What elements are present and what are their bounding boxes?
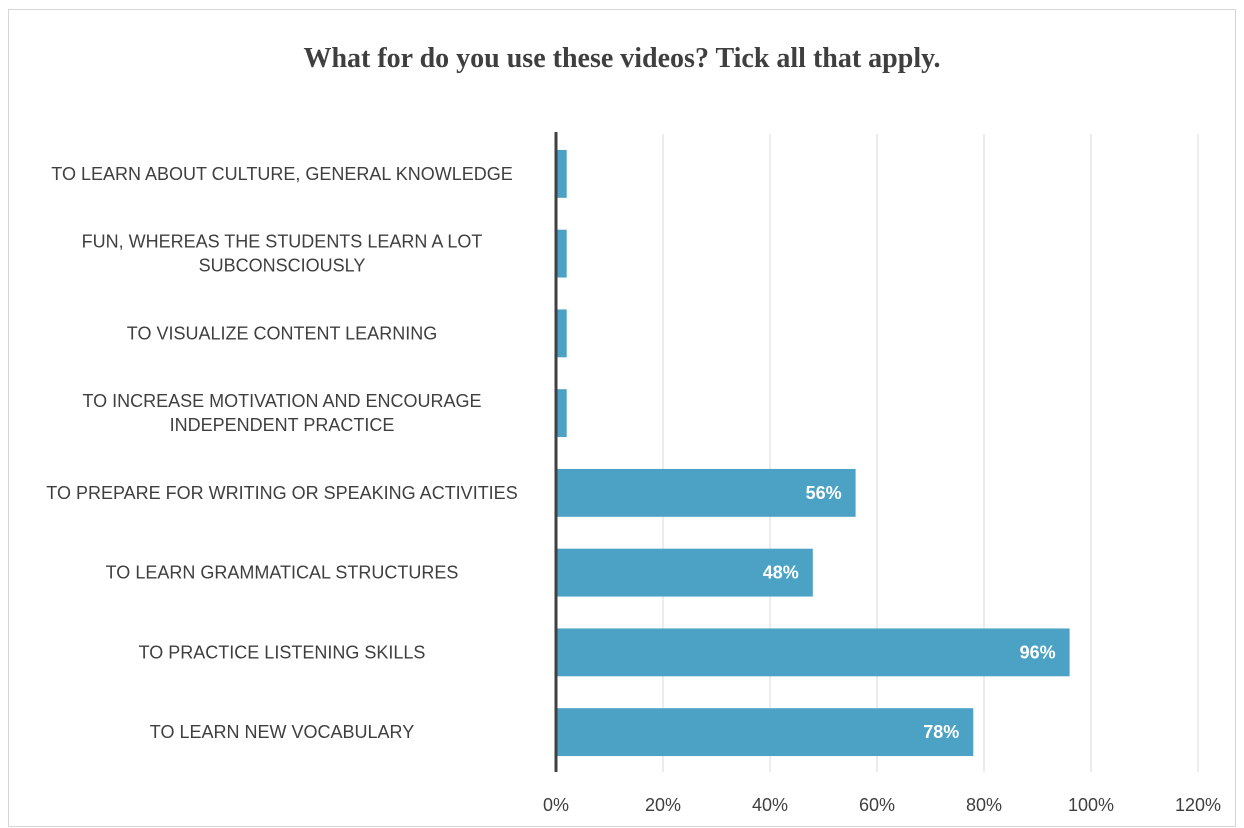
x-axis-tick-labels: 0% 20% 40% 60% 80% 100% 120% xyxy=(543,795,1221,815)
chart-title: What for do you use these videos? Tick a… xyxy=(303,43,940,74)
category-label: TO INCREASE MOTIVATION AND ENCOURAGE INDE… xyxy=(82,391,481,435)
category-label: TO PREPARE FOR WRITING OR SPEAKING ACTIV… xyxy=(46,483,517,503)
category-label: TO LEARN NEW VOCABULARY xyxy=(150,722,414,742)
bars xyxy=(556,149,1070,757)
x-tick-label: 0% xyxy=(543,795,569,815)
bar xyxy=(556,548,813,597)
x-tick-label: 120% xyxy=(1175,795,1221,815)
category-label: TO LEARN GRAMMATICAL STRUCTURES xyxy=(106,563,459,583)
bar xyxy=(556,229,567,278)
x-tick-label: 60% xyxy=(859,795,895,815)
bar xyxy=(556,149,567,198)
category-labels: TO LEARN ABOUT CULTURE, GENERAL KNOWLEDG… xyxy=(46,164,517,742)
data-label: 56% xyxy=(806,483,842,503)
x-tick-label: 80% xyxy=(966,795,1002,815)
chart-frame xyxy=(8,9,1236,827)
bar xyxy=(556,309,567,358)
bar xyxy=(556,389,567,438)
bar xyxy=(556,628,1070,677)
bar xyxy=(556,708,974,757)
data-label: 48% xyxy=(763,563,799,583)
data-label: 78% xyxy=(923,722,959,742)
category-label: TO LEARN ABOUT CULTURE, GENERAL KNOWLEDG… xyxy=(51,164,512,184)
category-label: TO PRACTICE LISTENING SKILLS xyxy=(139,642,426,662)
data-label: 96% xyxy=(1020,642,1056,662)
x-tick-label: 100% xyxy=(1068,795,1114,815)
x-tick-label: 40% xyxy=(752,795,788,815)
category-label: FUN, WHEREAS THE STUDENTS LEARN A LOT SUB… xyxy=(82,232,483,276)
bar xyxy=(556,468,856,517)
data-labels: 56% 48% 96% 78% xyxy=(763,483,1056,742)
x-tick-label: 20% xyxy=(645,795,681,815)
category-label: TO VISUALIZE CONTENT LEARNING xyxy=(127,323,437,343)
